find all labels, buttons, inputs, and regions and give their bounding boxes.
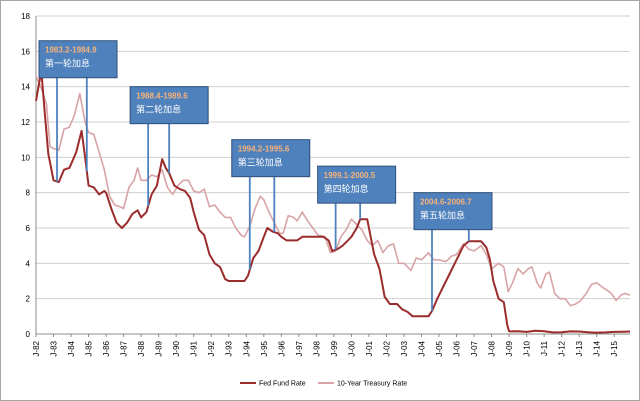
y-tick-label: 8 [26,189,31,198]
x-tick-label: J-87 [120,340,129,356]
y-tick-label: 6 [26,224,31,233]
x-tick-label: J-08 [488,340,497,356]
annotation-label-text: 第二轮加息 [136,104,181,115]
x-tick-label: J-14 [593,340,602,356]
series-line-fed-fund-rate [35,69,631,334]
rate-hike-annotations: 1983.2-1984.9 第一轮加息 1988.4-1989.6 第二轮加息 1994… [38,40,493,312]
gridlines [35,15,630,335]
x-tick-label: J-86 [102,340,111,356]
annotation-box [38,40,118,79]
series-lines [35,69,631,334]
annotation-box [231,139,311,178]
y-axis-ticks: 0 2 4 6 8 10 12 14 16 18 [21,12,30,339]
x-tick-label: J-85 [85,340,94,356]
x-tick-label: J-96 [277,340,286,356]
annotation-box [317,165,397,204]
x-tick-label: J-90 [172,340,181,356]
x-tick-label: J-15 [610,340,619,356]
x-tick-label: J-92 [207,340,216,356]
annotation-range-text: 1999.1-2000.5 [324,171,376,180]
legend-label: 10-Year Treasury Rate [337,381,407,388]
annotation-label-text: 第一轮加息 [45,58,90,69]
x-tick-label: J-03 [400,340,409,356]
legend-item: 10-Year Treasury Rate [318,381,407,388]
x-tick-label: J-09 [505,340,514,356]
x-tick-label: J-83 [50,340,59,356]
x-tick-label: J-11 [540,340,549,356]
y-tick-label: 10 [21,153,30,162]
legend: Fed Fund Rate 10-Year Treasury Rate [240,381,407,388]
x-tick-label: J-00 [347,340,356,356]
x-tick-label: J-94 [242,340,251,356]
x-tick-label: J-99 [330,340,339,356]
x-tick-label: J-12 [558,340,567,356]
x-tick-label: J-02 [382,340,391,356]
annotation-label-text: 第五轮加息 [420,210,465,221]
annotation-label-text: 第四轮加息 [324,183,369,194]
x-tick-label: J-05 [435,340,444,356]
annotation-5: 2004.6-2006.7 第五轮加息 [413,192,493,312]
x-tick-label: J-06 [453,340,462,356]
y-tick-label: 2 [26,295,31,304]
x-tick-label: J-88 [137,340,146,356]
y-tick-label: 14 [21,83,30,92]
annotation-4: 1999.1-2000.5 第四轮加息 [317,165,397,250]
annotation-range-text: 1994.2-1995.6 [238,145,290,154]
legend-item: Fed Fund Rate [240,381,306,388]
y-tick-label: 4 [26,259,31,268]
x-tick-label: J-01 [365,340,374,356]
x-tick-label: J-84 [67,340,76,356]
annotation-range-text: 1988.4-1989.6 [136,92,188,101]
x-axis-ticks: J-82 J-83 J-84 J-85 J-86 J-87 J-88 J-89 J-90 J-91… [32,334,619,357]
y-tick-label: 18 [21,12,30,21]
annotation-box [129,86,209,125]
x-tick-label: J-93 [225,340,234,356]
x-tick-label: J-04 [417,340,426,356]
x-tick-label: J-91 [190,340,199,356]
x-tick-label: J-82 [32,340,41,356]
y-tick-label: 12 [21,118,30,127]
x-tick-label: J-07 [470,340,479,356]
annotation-box [413,192,493,231]
annotation-3: 1994.2-1995.6 第三轮加息 [231,139,311,270]
x-tick-label: J-98 [312,340,321,356]
annotation-2: 1988.4-1989.6 第二轮加息 [129,86,209,207]
x-tick-label: J-89 [155,340,164,356]
x-tick-label: J-97 [295,340,304,356]
annotation-label-text: 第三轮加息 [238,157,283,168]
y-tick-label: 0 [26,330,31,339]
annotation-range-text: 1983.2-1984.9 [45,46,97,55]
x-tick-label: J-10 [523,340,532,356]
x-tick-label: J-13 [575,340,584,356]
annotation-1: 1983.2-1984.9 第一轮加息 [38,40,118,182]
legend-label: Fed Fund Rate [259,381,306,388]
x-tick-label: J-95 [260,340,269,356]
annotation-range-text: 2004.6-2006.7 [420,198,472,207]
y-tick-label: 16 [21,47,30,56]
